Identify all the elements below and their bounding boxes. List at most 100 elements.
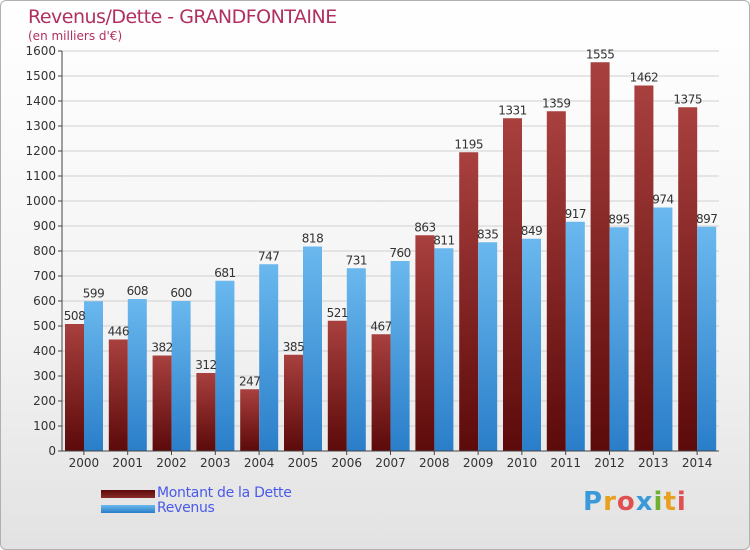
bar-revenue-2000 [84,301,103,451]
bar-revenue-2014 [697,226,717,451]
x-tick-label: 2001 [112,456,143,470]
data-label-debt-2000: 508 [64,309,85,323]
x-tick-label: 2014 [682,456,713,470]
legend-item-revenue: Revenus [101,500,361,517]
y-tick-label: 500 [33,319,56,333]
bar-debt-2008 [415,235,435,451]
x-tick-label: 2002 [156,456,187,470]
data-label-debt-2006: 521 [327,306,348,320]
x-tick-label: 2000 [69,456,100,470]
data-label-debt-2004: 247 [239,374,260,388]
data-label-revenue-2002: 600 [170,286,191,300]
x-axis-ticks: 2000 2001 2002 2003 2004 2005 2006 2007 2008 2009… [69,451,713,470]
chart-subtitle: (en milliers d'€) [28,29,123,43]
bar-revenue-2011 [565,221,585,451]
bar-revenue-2004 [259,264,279,451]
bar-revenue-2006 [346,268,366,451]
data-label-revenue-2013: 974 [652,193,673,207]
legend-label-debt: Montant de la Dette [157,485,292,501]
data-label-revenue-2004: 747 [258,249,279,263]
x-tick-label: 2007 [375,456,406,470]
x-tick-label: 2004 [244,456,275,470]
data-label-revenue-2010: 849 [521,224,542,238]
data-label-revenue-2011: 917 [565,207,586,221]
logo-letter: r [603,487,617,517]
bar-debt-2011 [546,111,566,451]
bar-revenue-2001 [127,299,147,451]
data-label-debt-2002: 382 [151,341,172,355]
logo-letter: x [635,487,654,517]
y-tick-label: 1500 [25,69,56,83]
bar-revenue-2007 [390,261,410,451]
data-label-debt-2003: 312 [195,358,216,372]
y-tick-label: 200 [33,394,56,408]
logo-letter: i [676,487,687,517]
legend-swatch-debt [101,490,155,498]
bar-debt-2013 [634,85,654,451]
bar-revenue-2003 [215,280,235,451]
bar-debt-2010 [503,118,522,451]
y-axis-ticks: 0 100 200 300 400 500 600 700 800 900 1000 1100 1200… [25,44,62,458]
bar-debt-2014 [678,107,698,451]
y-tick-label: 1200 [25,144,56,158]
bar-revenue-2009 [478,242,498,451]
data-label-revenue-2006: 731 [346,253,367,267]
y-tick-label: 700 [33,269,56,283]
data-label-revenue-2003: 681 [214,266,235,280]
data-label-debt-2007: 467 [370,319,391,333]
x-tick-label: 2011 [550,456,581,470]
x-tick-label: 2009 [463,456,494,470]
logo-letter: t [663,487,677,517]
data-labels: 508 599 446 608 382 600 312 681 247 747 385 818 521 7… [64,47,718,388]
y-tick-label: 0 [48,444,56,458]
data-label-revenue-2000: 599 [83,286,104,300]
x-tick-label: 2005 [288,456,319,470]
data-label-debt-2010: 1331 [498,103,527,117]
data-label-revenue-2014: 897 [696,212,717,226]
bar-revenue-2002 [171,301,191,451]
bar-revenue-2005 [303,246,322,451]
bar-debt-2006 [327,320,347,451]
bar-revenue-2010 [522,238,541,451]
bar-debt-2004 [240,389,260,451]
y-tick-label: 900 [33,219,56,233]
logo-letter: P [583,487,604,517]
x-tick-label: 2006 [331,456,362,470]
data-label-revenue-2007: 760 [389,246,410,260]
data-label-debt-2001: 446 [108,325,129,339]
data-label-debt-2013: 1462 [630,71,659,85]
logo-letter: i [653,487,664,517]
y-tick-label: 600 [33,294,56,308]
bar-debt-2007 [371,334,391,451]
bar-debt-2002 [152,355,172,451]
x-tick-label: 2003 [200,456,231,470]
bar-debt-2000 [65,324,84,451]
data-label-revenue-2001: 608 [127,284,148,298]
data-label-debt-2014: 1375 [673,92,702,106]
proxiti-logo: Proxiti [583,487,687,517]
data-label-debt-2005: 385 [283,340,304,354]
legend-swatch-revenue [101,505,155,513]
x-tick-label: 2013 [638,456,669,470]
x-tick-label: 2012 [594,456,625,470]
data-label-debt-2008: 863 [414,220,435,234]
bars [65,62,717,451]
y-tick-label: 1400 [25,94,56,108]
bar-debt-2005 [284,354,303,451]
axes [61,51,719,452]
bar-revenue-2008 [434,248,454,451]
bar-revenue-2013 [653,207,673,451]
data-label-revenue-2005: 818 [302,232,323,246]
y-tick-label: 400 [33,344,56,358]
data-label-debt-2011: 1359 [542,96,571,110]
legend: Montant de la Dette Revenus [101,485,361,517]
y-tick-label: 1000 [25,194,56,208]
y-tick-label: 100 [33,419,56,433]
data-label-debt-2009: 1195 [454,137,483,151]
bar-debt-2003 [196,373,216,451]
y-tick-label: 300 [33,369,56,383]
bar-debt-2009 [459,152,479,451]
data-label-revenue-2008: 811 [433,233,454,247]
bar-debt-2012 [590,62,610,451]
